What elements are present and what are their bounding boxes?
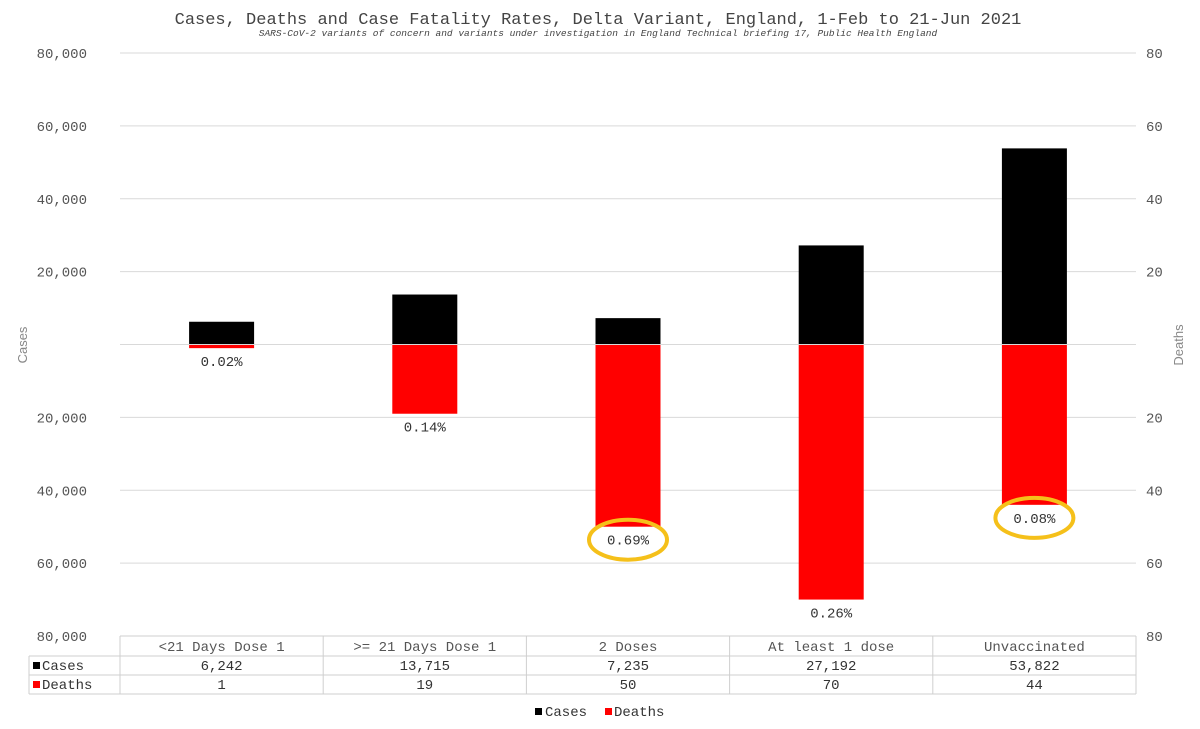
bar-cases	[595, 318, 661, 345]
left-tick-label: 40,000	[37, 193, 87, 209]
cfr-label: 0.02%	[201, 355, 244, 371]
right-tick-label: 20	[1146, 266, 1163, 282]
table-cell-deaths: 50	[620, 678, 637, 694]
legend: Cases Deaths	[535, 705, 664, 721]
right-tick-label: 60	[1146, 120, 1163, 136]
left-tick-label: 80,000	[37, 47, 87, 63]
right-tick-label: 20	[1146, 411, 1163, 427]
right-axis-title: Deaths	[1171, 324, 1186, 366]
left-axis-title: Cases	[15, 326, 30, 363]
bar-cases	[189, 321, 255, 345]
legend-key-cases	[535, 708, 542, 715]
table-cell-deaths: 44	[1026, 678, 1043, 694]
row-label-deaths: Deaths	[42, 678, 92, 694]
table-cell-cases: 27,192	[806, 659, 856, 675]
highlight-circle	[993, 495, 1076, 540]
right-tick-label: 80	[1146, 47, 1163, 63]
bar-deaths	[798, 344, 864, 600]
row-key-deaths	[33, 681, 40, 688]
table-cell-cases: 6,242	[201, 659, 243, 675]
row-label-cases: Cases	[42, 659, 84, 675]
cfr-labels: 0.02% 0.14% 0.69% 0.26% 0.08%	[201, 355, 1076, 623]
data-table: <21 Days Dose 1 6,242 1 >= 21 Days Dose 1 13…	[28, 635, 1137, 695]
right-tick-label: 40	[1146, 193, 1163, 209]
cfr-label: 0.14%	[404, 421, 447, 437]
category-label: Unvaccinated	[984, 640, 1085, 656]
table-cell-cases: 7,235	[607, 659, 649, 675]
category-label: 2 Doses	[599, 640, 658, 656]
bars	[120, 148, 1136, 600]
chart-title: Cases, Deaths and Case Fatality Rates, D…	[175, 11, 1022, 30]
left-tick-label: 40,000	[37, 484, 87, 500]
left-tick-label: 60,000	[37, 557, 87, 573]
right-tick-label: 80	[1146, 630, 1163, 646]
cfr-label: 0.08%	[1013, 512, 1056, 528]
table-cell-deaths: 1	[217, 678, 225, 694]
row-key-cases	[33, 662, 40, 669]
table-cell-deaths: 19	[416, 678, 433, 694]
table-cell-cases: 53,822	[1009, 659, 1059, 675]
legend-label-cases: Cases	[545, 705, 587, 721]
category-label: <21 Days Dose 1	[159, 640, 285, 656]
left-tick-label: 60,000	[37, 120, 87, 136]
left-axis-ticks: 80,000 60,000 40,000 20,000 20,000 40,000 60,0…	[37, 47, 87, 646]
left-tick-label: 80,000	[37, 630, 87, 646]
cfr-label: 0.69%	[607, 534, 650, 550]
chart-subtitle: SARS-CoV-2 variants of concern and varia…	[259, 28, 938, 39]
bar-cases	[392, 294, 458, 345]
category-label: At least 1 dose	[768, 640, 894, 656]
bar-deaths	[595, 344, 661, 527]
bar-deaths	[189, 344, 255, 349]
bar-deaths	[1001, 344, 1067, 505]
left-tick-label: 20,000	[37, 266, 87, 282]
legend-label-deaths: Deaths	[614, 705, 664, 721]
legend-key-deaths	[605, 708, 612, 715]
right-axis-ticks: 80 60 40 20 20 40 60 80	[1146, 47, 1163, 646]
right-tick-label: 40	[1146, 484, 1163, 500]
right-tick-label: 60	[1146, 557, 1163, 573]
bar-cases	[1001, 148, 1067, 345]
table-cell-deaths: 70	[823, 678, 840, 694]
left-tick-label: 20,000	[37, 411, 87, 427]
cfr-label: 0.26%	[810, 607, 853, 623]
table-cell-cases: 13,715	[400, 659, 450, 675]
highlight-circle	[587, 517, 669, 562]
bar-deaths	[392, 344, 458, 414]
bar-cases	[798, 245, 864, 345]
category-label: >= 21 Days Dose 1	[353, 640, 496, 656]
